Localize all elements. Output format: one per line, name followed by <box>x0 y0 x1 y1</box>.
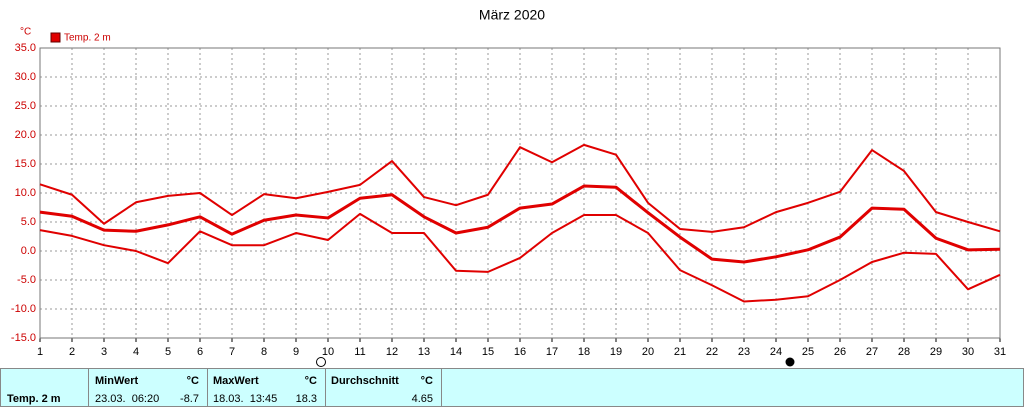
x-tick-label: 1 <box>37 346 43 358</box>
min-cell: MinWert °C 23.03. 06:20 -8.7 <box>89 369 208 406</box>
moon-first-quarter <box>316 357 326 367</box>
chart-title: März 2020 <box>479 7 545 23</box>
footer-label: Temp. 2 m <box>7 393 61 405</box>
y-tick-label: -10.0 <box>11 303 36 315</box>
legend-swatch <box>50 32 61 43</box>
min-value: -8.7 <box>180 393 199 405</box>
x-tick-label: 19 <box>610 346 622 358</box>
x-tick-label: 8 <box>261 346 267 358</box>
y-tick-label: 10.0 <box>15 187 36 199</box>
x-tick-label: 5 <box>165 346 171 358</box>
series-line <box>39 184 1001 264</box>
avg-cell: Durchschnitt °C 4.65 <box>326 369 442 406</box>
max-title: MaxWert <box>213 375 259 387</box>
x-tick-label: 18 <box>578 346 590 358</box>
max-unit: °C <box>304 375 317 387</box>
x-tick-label: 15 <box>482 346 494 358</box>
x-tick-label: 4 <box>133 346 139 358</box>
moon-full <box>785 357 795 367</box>
x-tick-label: 6 <box>197 346 203 358</box>
x-tick-label: 27 <box>866 346 878 358</box>
x-tick-label: 25 <box>802 346 814 358</box>
x-tick-label: 26 <box>834 346 846 358</box>
footer: Temp. 2 m MinWert °C 23.03. 06:20 -8.7 M… <box>0 368 1024 407</box>
series-line <box>39 143 1001 233</box>
avg-value: 4.65 <box>411 393 433 405</box>
y-tick-label: 0.0 <box>21 245 36 257</box>
x-tick-label: 30 <box>962 346 974 358</box>
max-value: 18.3 <box>295 393 317 405</box>
y-tick-label: -5.0 <box>17 274 36 286</box>
min-unit: °C <box>186 375 199 387</box>
x-tick-label: 29 <box>930 346 942 358</box>
x-tick-label: 3 <box>101 346 107 358</box>
x-tick-label: 22 <box>706 346 718 358</box>
series-line <box>39 212 1001 303</box>
x-tick-label: 10 <box>322 346 334 358</box>
max-cell: MaxWert °C 18.03. 13:45 18.3 <box>208 369 326 406</box>
y-unit: °C <box>20 27 31 38</box>
min-time: 23.03. 06:20 <box>95 393 160 405</box>
x-tick-label: 11 <box>354 346 365 358</box>
x-tick-label: 16 <box>514 346 526 358</box>
x-tick-label: 17 <box>546 346 558 358</box>
min-title: MinWert <box>95 375 139 387</box>
avg-unit: °C <box>420 375 433 387</box>
y-tick-label: 15.0 <box>15 158 36 170</box>
y-tick-label: 35.0 <box>15 42 36 54</box>
y-tick-label: 25.0 <box>15 100 36 112</box>
y-tick-label: 20.0 <box>15 129 36 141</box>
x-tick-label: 12 <box>386 346 398 358</box>
x-tick-label: 31 <box>994 346 1006 358</box>
y-tick-label: 30.0 <box>15 71 36 83</box>
x-tick-label: 24 <box>770 346 782 358</box>
x-tick-label: 7 <box>229 346 235 358</box>
x-tick-label: 21 <box>674 346 686 358</box>
y-tick-label: 5.0 <box>21 216 36 228</box>
chart: März 2020 °C Temp. 2 m -15.0 -10.0 -5.0 0.0… <box>11 7 1006 367</box>
footer-label-cell: Temp. 2 m <box>1 369 89 406</box>
max-time: 18.03. 13:45 <box>213 393 278 405</box>
x-tick-label: 23 <box>738 346 750 358</box>
x-tick-label: 28 <box>898 346 910 358</box>
avg-title: Durchschnitt <box>331 375 399 387</box>
x-tick-label: 2 <box>69 346 75 358</box>
plot-border <box>39 47 1001 339</box>
x-tick-label: 14 <box>450 346 462 358</box>
x-tick-label: 13 <box>418 346 430 358</box>
x-tick-label: 20 <box>642 346 654 358</box>
x-tick-label: 9 <box>293 346 299 358</box>
legend-label: Temp. 2 m <box>64 33 111 44</box>
y-tick-label: -15.0 <box>11 332 36 344</box>
